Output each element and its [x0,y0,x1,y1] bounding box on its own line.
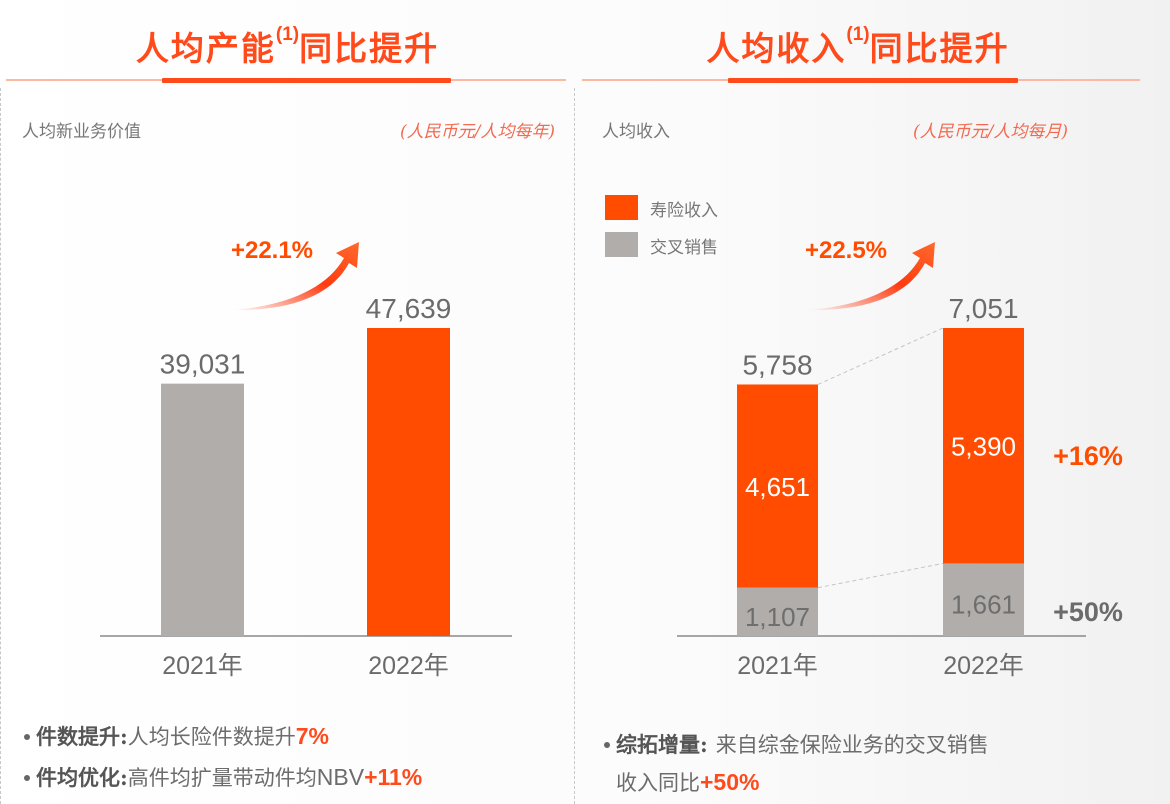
bullet-list: 件数提升:人均长险件数提升7% 件均优化:高件均扩量带动件均NBV+11% [22,716,422,798]
title-text-a: 人均产能 [135,29,276,68]
bar-segment-寿险收入 [737,384,818,588]
unit-label: (人民币元/人均每月) [913,122,1068,142]
bullet-list: 综拓增量: 来自综金保险业务的交叉销售 收入同比+50% [602,726,989,802]
bullet-highlight: 7% [295,723,330,749]
bar-segment-交叉销售 [737,587,818,636]
total-label: 5,758 [742,349,812,380]
title-text-b: 同比提升 [299,29,440,68]
chart-income-per-agent: 1,107 4,651 5,758 2021年 1,661 5,390 7,051 2022年… [677,237,1123,680]
panel-income: 人均收入(1)同比提升 人均收入 (人民币元/人均每月) 寿险收入 交叉销售 1… [578,0,1170,804]
data-label: 39,031 [160,349,246,380]
legend-label: 交叉销售 [650,238,718,258]
panel-title: 人均收入(1)同比提升 [578,22,1138,70]
bar-segment-寿险收入 [943,328,1024,564]
chart-subtitle: 人均新业务价值 [22,122,141,142]
bullet-dot [24,774,30,781]
data-label: 47,639 [366,293,452,324]
segment-growth-life: +16% [1053,441,1123,471]
growth-arrow-right [808,242,935,311]
bullet-head: 综拓增量: [616,732,708,757]
legend-swatch [605,195,638,220]
bar-2021年 [161,383,244,636]
x-tick-label: 2022年 [943,652,1024,680]
legend-label: 寿险收入 [650,201,718,221]
panel-divider [574,88,575,804]
chart-subtitle: 人均收入 [602,122,670,142]
bullet-text: 高件均扩量带动件均 [127,766,317,790]
bullet-head: 件数提升: [36,724,128,749]
growth-label: +22.1% [231,237,313,264]
bullet-latin: NBV [316,764,365,790]
x-tick-label: 2021年 [162,652,243,680]
growth-label: +22.5% [805,237,887,264]
panel-border-left [0,88,1,804]
segment-label: 1,661 [951,590,1016,620]
segment-growth-cross-sell: +50% [1053,597,1123,627]
growth-arrow-left [232,242,359,311]
bullet-highlight: +50% [700,769,760,795]
panel-title: 人均产能(1)同比提升 [0,22,575,70]
bar-2022年 [367,328,450,636]
bullet-item: 综拓增量: 来自综金保险业务的交叉销售 [602,726,989,764]
bullet-item-cont: 收入同比+50% [602,764,989,802]
bullet-item: 件均优化:高件均扩量带动件均NBV+11% [22,757,422,798]
bullet-text: 收入同比 [616,771,700,795]
footnote-marker: (1) [846,24,870,45]
title-text-a: 人均收入 [706,29,847,68]
x-tick-label: 2022年 [368,652,449,680]
panel-productivity: 人均产能(1)同比提升 人均新业务价值 (人民币元/人均每年) 39,031 20… [0,0,575,804]
connector-cross-sell [817,562,944,589]
footnote-marker: (1) [275,24,300,45]
bullet-head: 件均优化: [36,765,128,790]
bullet-dot [24,733,30,740]
bullet-text: 人均长险件数提升 [127,725,296,749]
segment-label: 1,107 [745,602,810,632]
bullet-dot [604,741,610,748]
legend-swatch [605,232,638,257]
total-label: 7,051 [948,293,1018,324]
connector-total [817,327,944,385]
segment-label: 5,390 [951,432,1016,462]
title-rule-accent [162,78,451,83]
bullet-text: 来自综金保险业务的交叉销售 [715,733,989,757]
bullet-highlight: +11% [364,764,423,790]
title-rule-accent [728,78,1018,83]
unit-label: (人民币元/人均每年) [400,122,555,142]
title-text-b: 同比提升 [869,29,1010,68]
segment-label: 4,651 [745,472,810,502]
x-tick-label: 2021年 [737,652,818,680]
chart-new-business-value: 39,031 2021年 47,639 2022年 +22.1% [100,237,512,680]
bullet-item: 件数提升:人均长险件数提升7% [22,716,422,757]
bar-segment-交叉销售 [943,563,1024,636]
